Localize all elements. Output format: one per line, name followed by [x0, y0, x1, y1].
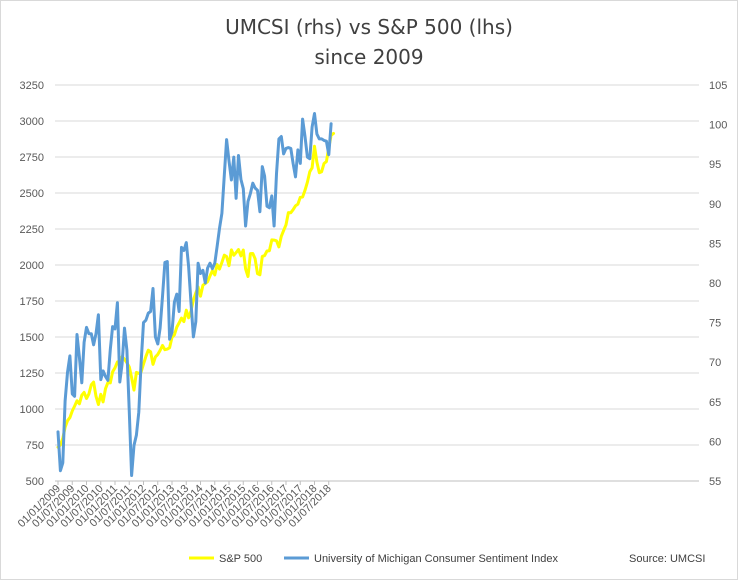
y-left-tick-label: 2000: [20, 260, 44, 272]
y-left-tick-label: 2500: [20, 188, 44, 200]
y-right-tick-label: 80: [709, 278, 721, 290]
gridlines: [55, 84, 699, 482]
legend-label-umcsi: University of Michigan Consumer Sentimen…: [314, 553, 558, 565]
series-lines: [56, 112, 335, 477]
y-left-tick-label: 3000: [20, 116, 44, 128]
y-right-tick-label: 70: [709, 357, 721, 369]
y-right-tick-label: 55: [709, 476, 721, 488]
legend-label-sp500: S&P 500: [219, 553, 262, 565]
y-left-tick-label: 1000: [20, 404, 44, 416]
y-right-tick-label: 95: [709, 159, 721, 171]
y-right-tick-label: 100: [709, 120, 727, 132]
y-right-tick-label: 60: [709, 436, 721, 448]
y-left-tick-label: 1250: [20, 368, 44, 380]
y-axis-right: 55 60 65 70 75 80 85 90 95 100 105: [709, 80, 727, 488]
y-axis-left: 500 750 1000 1250 1500 1750 2000 2250 2500 2750 30…: [20, 80, 44, 488]
y-right-tick-label: 75: [709, 318, 721, 330]
y-right-tick-label: 90: [709, 199, 721, 211]
y-right-tick-label: 65: [709, 397, 721, 409]
y-left-tick-label: 2750: [20, 152, 44, 164]
y-left-tick-label: 1750: [20, 296, 44, 308]
y-left-tick-label: 3250: [20, 80, 44, 92]
x-axis: 01/01/200901/07/200901/01/201001/07/2010…: [16, 481, 334, 530]
y-right-tick-label: 105: [709, 80, 727, 92]
y-left-tick-label: 2250: [20, 224, 44, 236]
source-note: Source: UMCSI: [629, 553, 705, 565]
y-right-tick-label: 85: [709, 238, 721, 250]
y-left-tick-label: 1500: [20, 332, 44, 344]
chart-title: UMCSI (rhs) vs S&P 500 (lhs): [225, 15, 513, 39]
y-left-tick-label: 750: [26, 440, 44, 452]
chart-subtitle: since 2009: [314, 45, 423, 69]
series-line-umcsi: [56, 112, 333, 477]
legend: S&P 500 University of Michigan Consumer …: [189, 553, 558, 565]
y-left-tick-label: 500: [26, 476, 44, 488]
